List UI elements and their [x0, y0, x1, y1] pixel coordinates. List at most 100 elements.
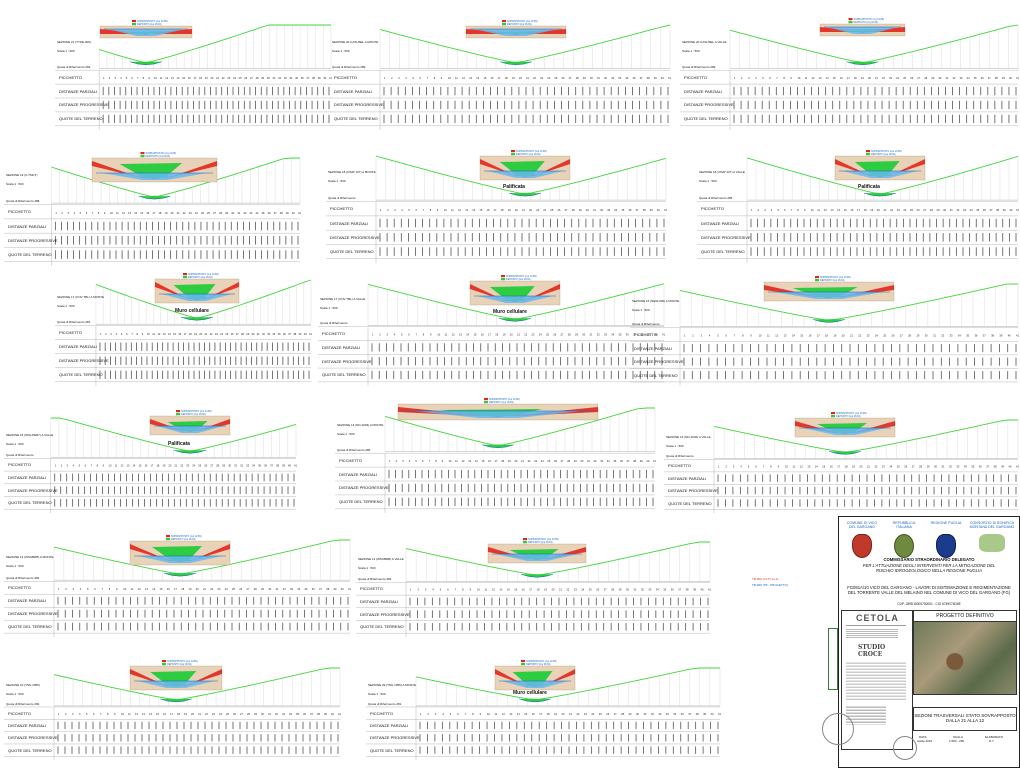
- svg-text:16: 16: [532, 712, 535, 716]
- svg-text:16: 16: [491, 76, 494, 80]
- svg-text:22: 22: [183, 211, 186, 215]
- svg-text:15: 15: [833, 76, 836, 80]
- legend-blue-label: DEPOSITO (mq 18,64): [516, 153, 541, 156]
- svg-text:4: 4: [401, 208, 403, 212]
- callout-label: Palificata: [858, 184, 880, 191]
- svg-text:11: 11: [455, 76, 458, 80]
- engineer-stamp: [822, 713, 854, 745]
- datum-label: Quota di Riferimento 282: [6, 701, 40, 706]
- svg-text:41: 41: [298, 211, 301, 215]
- datum-label: Quota di Riferimento 284: [6, 576, 40, 581]
- svg-text:15: 15: [156, 712, 159, 716]
- row-label-quote: QUOTE DEL TERRENO: [370, 747, 414, 753]
- comune-crest-icon: [852, 534, 872, 558]
- svg-text:29: 29: [574, 459, 577, 463]
- emblem-icon: [894, 534, 914, 558]
- section-title: SEZIONE 12 (WSUBRB) A MONTE: [6, 555, 54, 559]
- svg-text:25: 25: [225, 332, 228, 336]
- svg-text:35: 35: [971, 465, 974, 469]
- row-label-parziali: DISTANZE PARZIALI: [334, 88, 373, 94]
- svg-text:40: 40: [1008, 334, 1011, 338]
- row-label-picchetto: PICCHETTO: [59, 74, 83, 80]
- svg-text:21: 21: [522, 208, 525, 212]
- svg-text:34: 34: [958, 334, 961, 338]
- datum-label: Quota di Riferimento 281: [57, 320, 91, 325]
- svg-text:24: 24: [543, 208, 546, 212]
- section-title: SEZIONE 17 (CNV TBL) A VALLE: [320, 297, 366, 301]
- svg-text:35: 35: [625, 76, 628, 80]
- svg-text:5: 5: [762, 76, 764, 80]
- svg-text:27: 27: [561, 333, 564, 337]
- legend-blue-label: DEPOSITO (mq 18,64): [526, 663, 551, 666]
- row-label-picchetto: PICCHETTO: [334, 74, 358, 80]
- svg-text:10: 10: [448, 76, 451, 80]
- svg-text:28: 28: [611, 588, 614, 592]
- svg-text:23: 23: [215, 332, 218, 336]
- svg-text:7: 7: [131, 332, 133, 336]
- row-label-picchetto: PICCHETTO: [360, 586, 384, 592]
- svg-text:1: 1: [58, 587, 60, 591]
- section-title: SEZIONE 09 (TNN 1955) A MONTE: [368, 683, 417, 687]
- svg-text:28: 28: [241, 332, 244, 336]
- svg-text:35: 35: [976, 208, 979, 212]
- row-label-quote: QUOTE DEL TERRENO: [330, 249, 374, 255]
- row-label-picchetto: PICCHETTO: [59, 330, 83, 336]
- section-title: SEZIONE 15 (WOLPER7) A VALLE: [6, 433, 54, 437]
- svg-text:21: 21: [517, 333, 520, 337]
- svg-text:3: 3: [701, 334, 703, 338]
- svg-text:14: 14: [152, 587, 155, 591]
- section-title: SEZIONE 19 (X-TMCT): [6, 173, 38, 177]
- svg-text:11: 11: [793, 465, 796, 469]
- svg-text:22: 22: [576, 712, 579, 716]
- svg-text:21: 21: [867, 465, 870, 469]
- svg-text:17: 17: [498, 76, 501, 80]
- svg-text:24: 24: [896, 76, 899, 80]
- svg-text:18: 18: [864, 208, 867, 212]
- svg-text:31: 31: [950, 208, 953, 212]
- svg-text:12: 12: [502, 712, 505, 716]
- svg-text:3: 3: [435, 712, 437, 716]
- svg-text:10: 10: [121, 712, 124, 716]
- svg-text:11: 11: [445, 333, 448, 337]
- svg-text:6: 6: [126, 332, 128, 336]
- svg-text:13: 13: [171, 76, 174, 80]
- svg-text:28: 28: [919, 465, 922, 469]
- svg-text:22: 22: [566, 588, 569, 592]
- svg-text:14: 14: [507, 588, 510, 592]
- svg-text:25: 25: [547, 459, 550, 463]
- svg-text:33: 33: [267, 332, 270, 336]
- svg-text:12: 12: [157, 332, 160, 336]
- svg-text:22: 22: [529, 208, 532, 212]
- datum-label: Quota di Riferimento 285: [699, 196, 733, 201]
- svg-text:1: 1: [55, 211, 57, 215]
- svg-text:32: 32: [283, 587, 286, 591]
- legend-red-label: SOPRAPPOSTO (mq 12,89): [836, 412, 867, 415]
- svg-text:41: 41: [708, 588, 711, 592]
- svg-text:20: 20: [510, 333, 513, 337]
- svg-text:12: 12: [452, 333, 455, 337]
- svg-text:16: 16: [809, 334, 812, 338]
- svg-text:4: 4: [709, 334, 711, 338]
- svg-text:31: 31: [276, 587, 279, 591]
- svg-text:20: 20: [842, 334, 845, 338]
- section-title: SEZIONE 13 (ND-1002) A VALLE: [666, 435, 711, 439]
- svg-text:24: 24: [539, 333, 542, 337]
- svg-text:31: 31: [234, 464, 237, 468]
- svg-text:23: 23: [574, 588, 577, 592]
- svg-text:13: 13: [831, 208, 834, 212]
- legend-red-label: SOPRAPPOSTO (mq 12,89): [854, 18, 885, 21]
- cross-section-9: SOPRAPPOSTO (mq 12,89) DEPOSITO (mq 18,64…: [630, 274, 1019, 386]
- svg-text:31: 31: [257, 332, 260, 336]
- svg-text:12: 12: [824, 208, 827, 212]
- svg-text:3: 3: [764, 208, 766, 212]
- svg-text:5: 5: [717, 334, 719, 338]
- svg-text:34: 34: [970, 208, 973, 212]
- drawing-title: SEZIONI TRASVERSALI STATO SOVRAPPOSTO: [914, 713, 1016, 718]
- svg-text:1: 1: [718, 465, 720, 469]
- svg-text:4: 4: [755, 76, 757, 80]
- svg-text:33: 33: [960, 76, 963, 80]
- svg-text:25: 25: [232, 587, 235, 591]
- svg-text:12: 12: [800, 465, 803, 469]
- section-drawing: SOPRAPPOSTO (mq 12,89)DEPOSITO (mq 18,64…: [326, 150, 667, 263]
- svg-text:15: 15: [474, 333, 477, 337]
